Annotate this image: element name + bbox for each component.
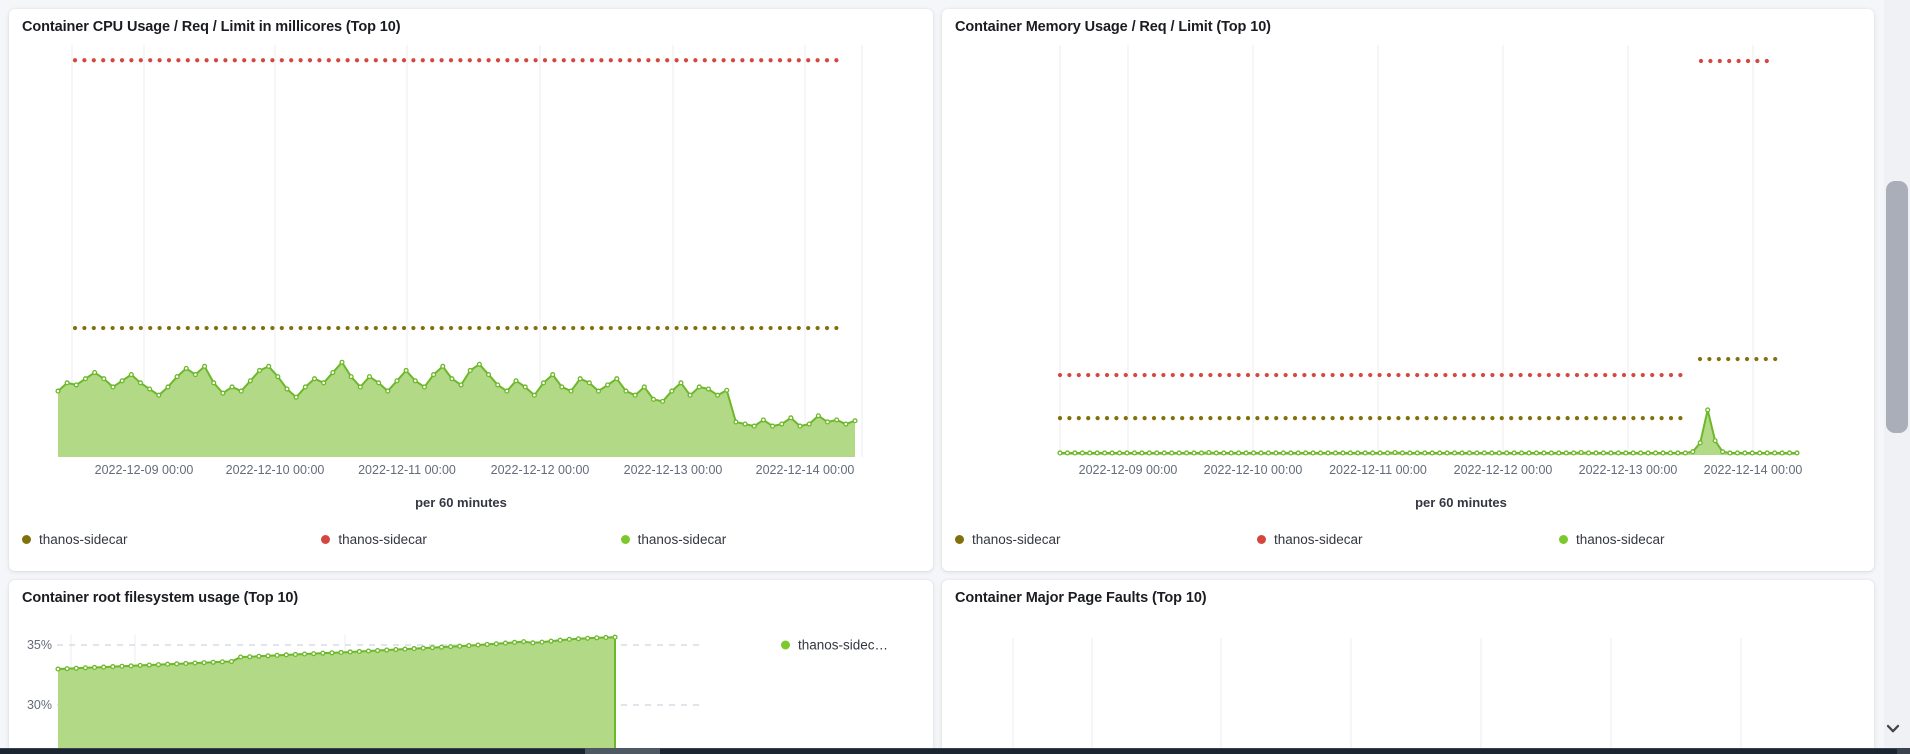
x-axis-tick-label: 2022-12-13 00:00 xyxy=(623,463,723,477)
memory-area-chart[interactable] xyxy=(942,9,1874,571)
legend-filesystem: thanos-sidec… xyxy=(781,638,888,653)
legend-item[interactable]: thanos-sidecar xyxy=(321,532,620,547)
x-axis-tick-label: 2022-12-11 00:00 xyxy=(358,463,456,477)
legend-label: thanos-sidecar xyxy=(1274,532,1363,547)
bottom-dark-bar xyxy=(0,748,1910,754)
x-axis-tick-label: 2022-12-10 00:00 xyxy=(1203,463,1303,477)
panel-memory-usage: Container Memory Usage / Req / Limit (To… xyxy=(942,9,1874,571)
cpu-area-chart[interactable] xyxy=(9,9,933,571)
legend-series-dot-icon xyxy=(321,535,331,544)
legend-label: thanos-sidecar xyxy=(972,532,1061,547)
legend-item[interactable]: thanos-sidecar xyxy=(22,532,321,547)
x-axis-tick-label: 2022-12-14 00:00 xyxy=(1703,463,1803,477)
y-axis-tick-label: 35% xyxy=(26,638,52,652)
legend-label: thanos-sidecar xyxy=(1576,532,1665,547)
vertical-scrollbar-track[interactable] xyxy=(1884,0,1910,754)
x-axis-tick-label: 2022-12-12 00:00 xyxy=(1453,463,1553,477)
x-axis-label: per 60 minutes xyxy=(1415,495,1507,510)
x-axis-tick-label: 2022-12-10 00:00 xyxy=(225,463,325,477)
panel-cpu-usage: Container CPU Usage / Req / Limit in mil… xyxy=(9,9,933,571)
x-axis-tick-label: 2022-12-12 00:00 xyxy=(490,463,590,477)
legend-memory: thanos-sidecar thanos-sidecar thanos-sidec… xyxy=(955,532,1861,547)
legend-series-dot-icon xyxy=(781,640,790,650)
vertical-scrollbar-thumb[interactable] xyxy=(1886,181,1908,433)
page-faults-chart[interactable] xyxy=(942,580,1874,754)
legend-item[interactable]: thanos-sidec… xyxy=(781,638,888,653)
legend-series-dot-icon xyxy=(22,535,31,544)
legend-label: thanos-sidecar xyxy=(637,532,727,547)
panel-title-filesystem: Container root filesystem usage (Top 10) xyxy=(22,590,299,606)
legend-item[interactable]: thanos-sidecar xyxy=(955,532,1257,547)
legend-series-dot-icon xyxy=(620,535,630,544)
panel-title-page-faults: Container Major Page Faults (Top 10) xyxy=(955,590,1207,606)
legend-item[interactable]: thanos-sidecar xyxy=(620,532,920,547)
x-axis-tick-label: 2022-12-09 00:00 xyxy=(94,463,194,477)
legend-series-dot-icon xyxy=(1559,535,1568,544)
x-axis-label: per 60 minutes xyxy=(415,495,507,510)
x-axis-tick-label: 2022-12-13 00:00 xyxy=(1578,463,1678,477)
x-axis-tick-label: 2022-12-14 00:00 xyxy=(755,463,855,477)
horizontal-scrollbar-thumb[interactable] xyxy=(585,748,660,754)
panel-major-page-faults: Container Major Page Faults (Top 10) xyxy=(942,580,1874,754)
scrollbar-corner xyxy=(1897,748,1910,754)
legend-label: thanos-sidec… xyxy=(798,637,889,653)
panel-title-memory: Container Memory Usage / Req / Limit (To… xyxy=(955,19,1271,35)
filesystem-area-chart[interactable] xyxy=(9,580,933,754)
y-axis-tick-label: 30% xyxy=(26,698,52,712)
x-axis-tick-label: 2022-12-09 00:00 xyxy=(1078,463,1178,477)
legend-series-dot-icon xyxy=(955,535,964,544)
panel-title-cpu: Container CPU Usage / Req / Limit in mil… xyxy=(22,19,401,35)
legend-label: thanos-sidecar xyxy=(39,532,128,547)
legend-series-dot-icon xyxy=(1257,535,1266,544)
legend-label: thanos-sidecar xyxy=(338,532,427,547)
legend-item[interactable]: thanos-sidecar xyxy=(1257,532,1559,547)
legend-item[interactable]: thanos-sidecar xyxy=(1559,532,1861,547)
panel-root-filesystem-usage: Container root filesystem usage (Top 10)… xyxy=(9,580,933,754)
legend-cpu: thanos-sidecar thanos-sidecar thanos-sidec… xyxy=(22,532,920,547)
x-axis-tick-label: 2022-12-11 00:00 xyxy=(1329,463,1427,477)
chevron-down-icon[interactable] xyxy=(1884,719,1902,737)
